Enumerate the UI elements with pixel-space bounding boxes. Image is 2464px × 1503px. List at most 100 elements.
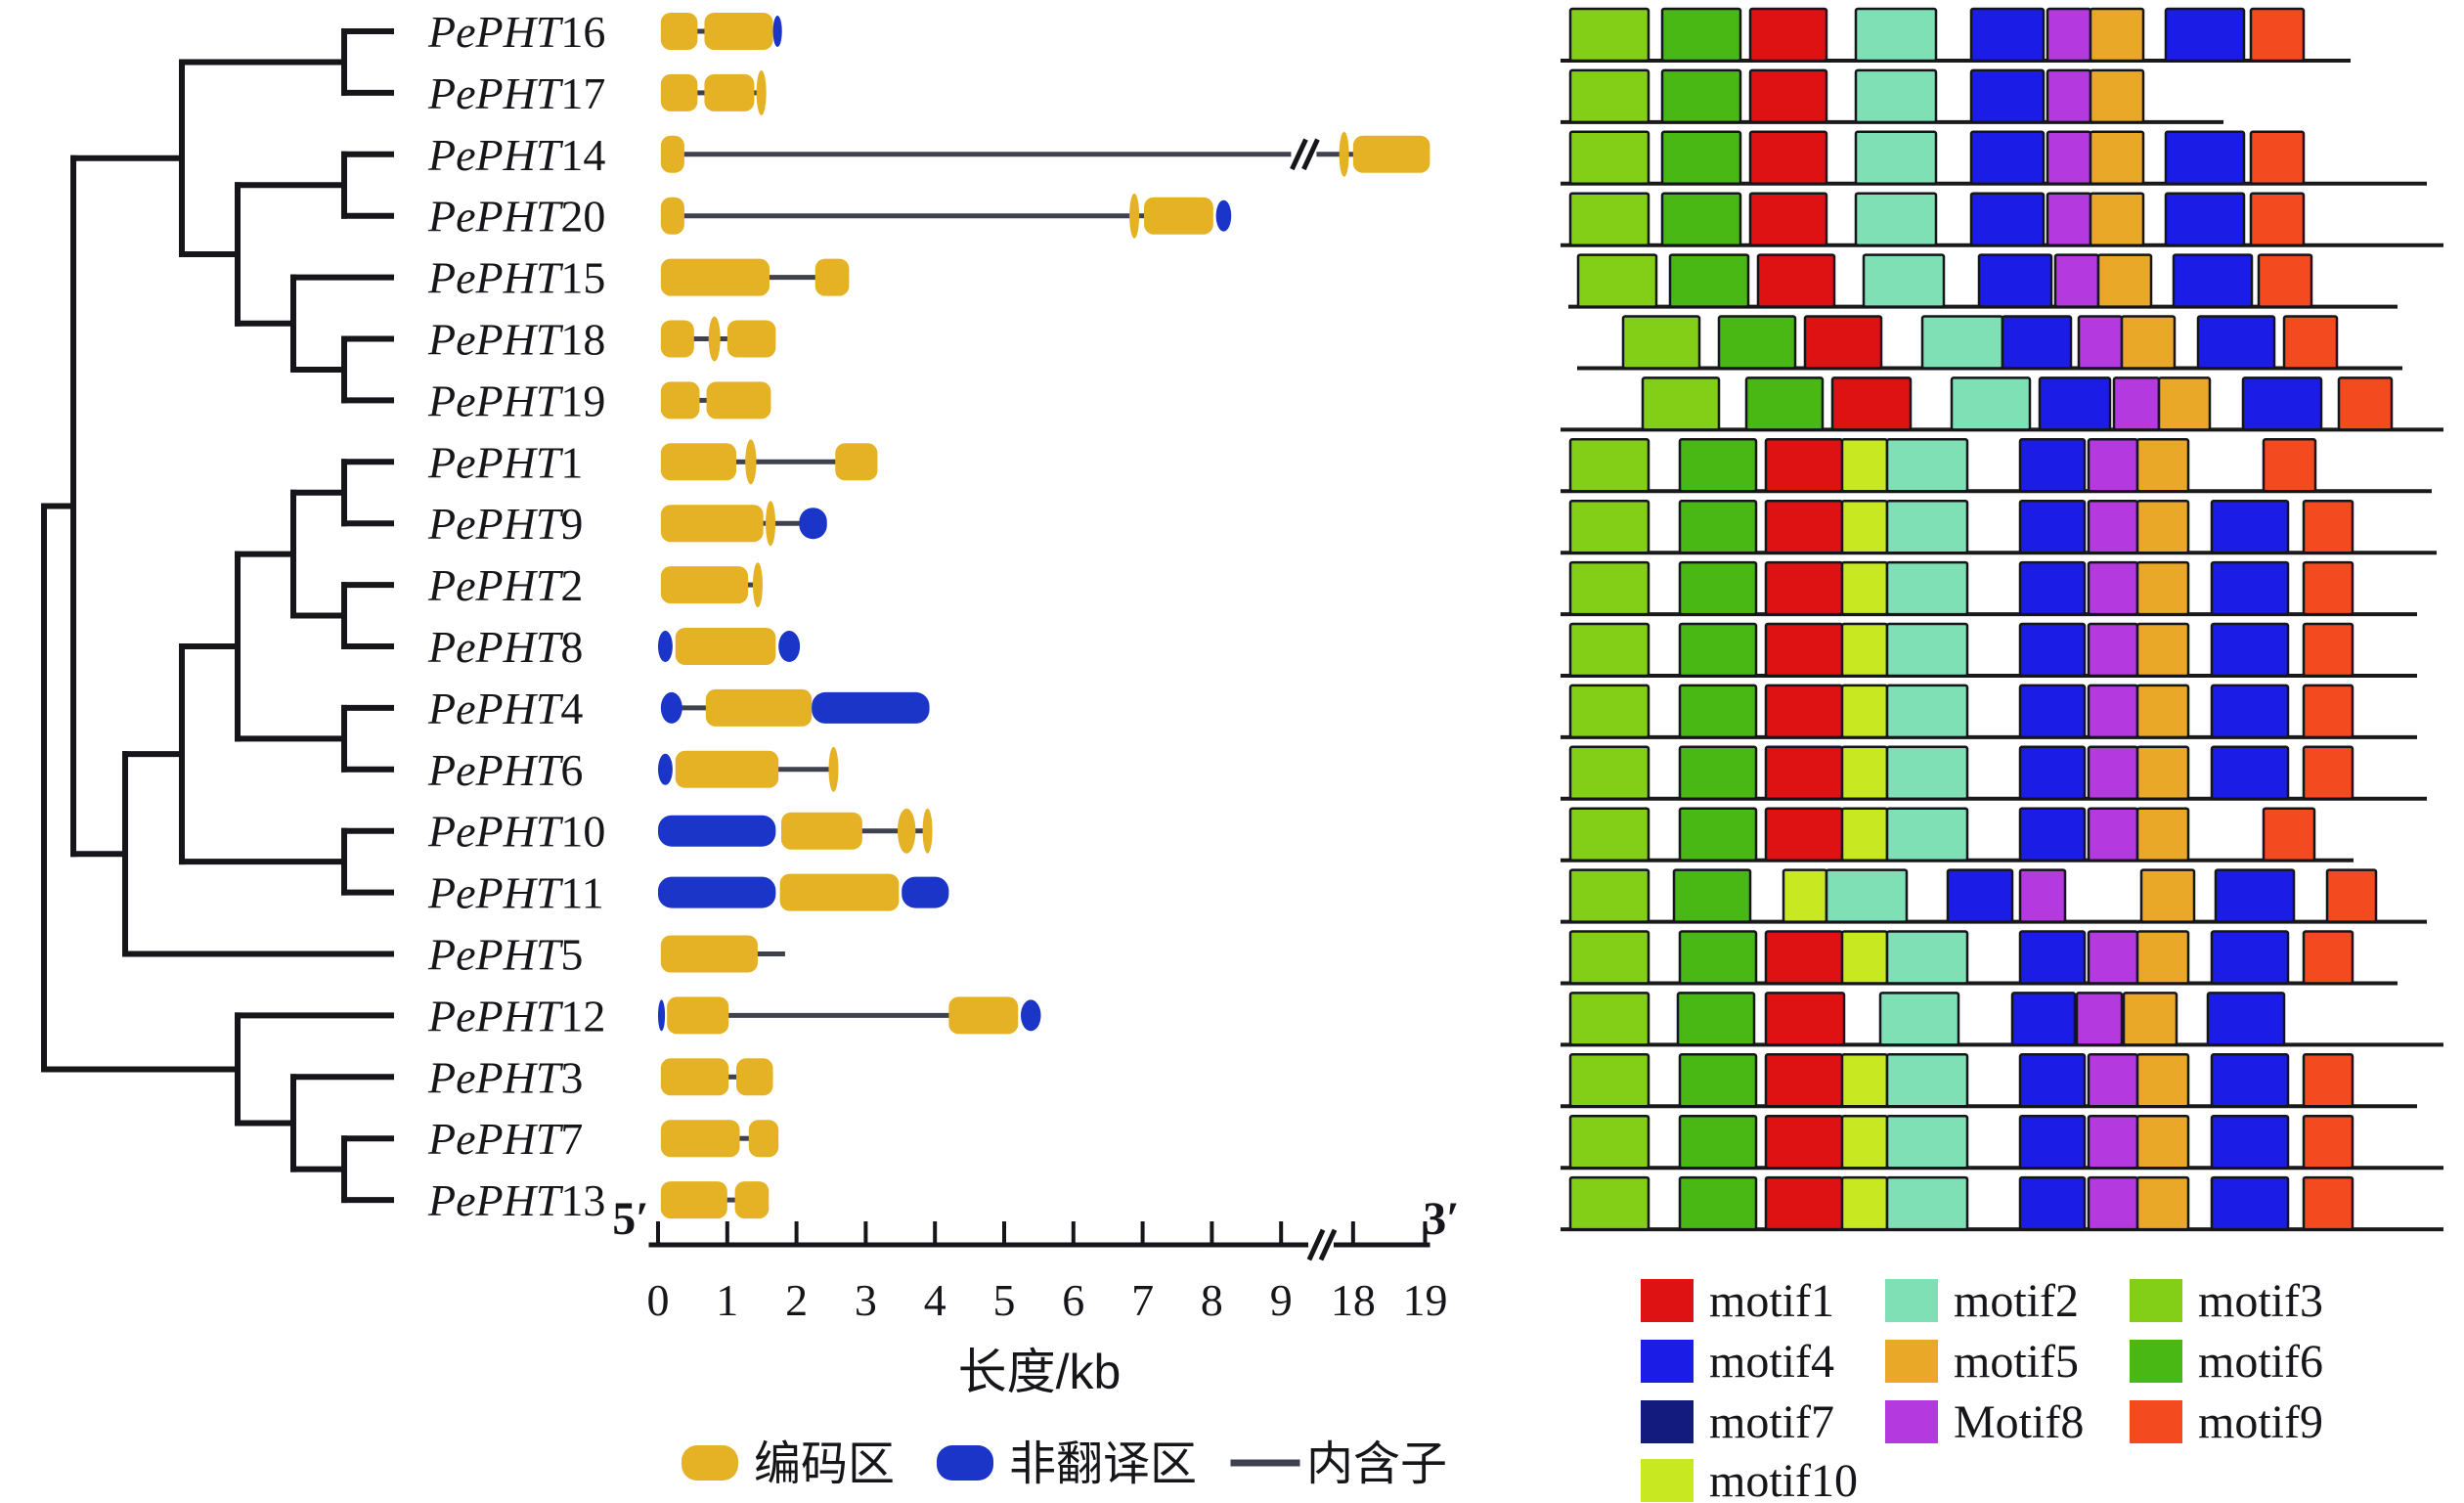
exon-box bbox=[748, 1120, 779, 1158]
gene-label: PePHT18 bbox=[427, 315, 605, 365]
motif-box-m9 bbox=[2249, 192, 2306, 246]
length-axis: 0 1 2 3 4 5 6 7 8 9 18 19 5′ 3′ 长度/kb bbox=[612, 1193, 1460, 1399]
motif-row bbox=[1561, 1053, 2417, 1109]
exon-box bbox=[781, 812, 862, 850]
axis-tick-label: 8 bbox=[1201, 1275, 1223, 1325]
motif-box-m4 bbox=[2210, 622, 2290, 678]
break-slash bbox=[1290, 138, 1308, 171]
motif-box-m5 bbox=[2135, 1053, 2190, 1108]
motif-box-m3 bbox=[1568, 560, 1650, 616]
gene-row: PePHT19 bbox=[427, 376, 2443, 432]
motif-box-m8 bbox=[2018, 868, 2067, 923]
motif-box-m2 bbox=[1885, 930, 1969, 985]
gene-structure bbox=[660, 131, 1430, 177]
motif-box-m1 bbox=[1748, 130, 1828, 186]
exon-box bbox=[660, 381, 700, 420]
phylogenetic-tree bbox=[41, 28, 394, 1204]
motif-box-m3 bbox=[1568, 1114, 1650, 1170]
exon-box bbox=[1352, 135, 1430, 173]
exon-sliver bbox=[1339, 131, 1349, 177]
gene-label: PePHT9 bbox=[427, 499, 583, 549]
motif-box-m9 bbox=[2302, 745, 2354, 801]
motif-box-m4 bbox=[2172, 253, 2254, 308]
motif-box-m4 bbox=[2018, 745, 2087, 801]
motif-box-m9 bbox=[2302, 1175, 2354, 1231]
motif-box-m4 bbox=[1969, 7, 2046, 63]
legend-swatch-m4 bbox=[1641, 1340, 1694, 1383]
legend-label-m5: motif5 bbox=[1954, 1336, 2079, 1388]
motif-box-m8 bbox=[2087, 560, 2139, 616]
gene-label: PePHT7 bbox=[427, 1114, 583, 1164]
motif-box-m5 bbox=[2135, 1114, 2190, 1170]
motif-box-m9 bbox=[2249, 7, 2306, 63]
axis-tick-label: 9 bbox=[1270, 1275, 1293, 1325]
motif-box-m5 bbox=[2135, 745, 2190, 801]
motif-box-m8 bbox=[2087, 438, 2139, 493]
motif-box-m6 bbox=[1678, 1114, 1758, 1170]
motif-box-m4 bbox=[2018, 1053, 2087, 1108]
motif-box-m1 bbox=[1764, 560, 1844, 616]
utr-box bbox=[1215, 199, 1232, 232]
motif-box-m9 bbox=[2302, 684, 2354, 739]
gene-row: PePHT14 bbox=[427, 130, 2427, 186]
utr-box bbox=[658, 999, 666, 1032]
motif-box-m6 bbox=[1678, 1053, 1758, 1108]
motif-row bbox=[1561, 499, 2437, 555]
motif-box-m10 bbox=[1840, 438, 1889, 493]
utr-box bbox=[660, 691, 682, 724]
motif-box-m1 bbox=[1764, 807, 1844, 862]
legend-swatch-m3 bbox=[2130, 1279, 2182, 1322]
motif-box-m1 bbox=[1748, 192, 1828, 246]
legend-swatch-m5 bbox=[1885, 1340, 1938, 1383]
utr-box bbox=[799, 508, 827, 540]
motif-box-m4 bbox=[2164, 7, 2246, 63]
exon-box bbox=[660, 1120, 740, 1158]
motif-box-m1 bbox=[1764, 438, 1844, 493]
motif-box-m4 bbox=[2241, 376, 2323, 431]
exon-sliver bbox=[922, 808, 933, 854]
gene-structure bbox=[660, 562, 763, 608]
motif-box-m9 bbox=[2262, 438, 2317, 493]
motif-box-m1 bbox=[1748, 7, 1828, 63]
motif-box-m3 bbox=[1568, 130, 1650, 186]
motif-row bbox=[1561, 438, 2432, 494]
gene-structure bbox=[658, 746, 839, 792]
motif-box-m4 bbox=[1969, 130, 2046, 186]
motif-row bbox=[1561, 560, 2417, 617]
motif-box-m2 bbox=[1885, 1175, 1969, 1231]
legend-swatch-m10 bbox=[1641, 1459, 1694, 1502]
motif-box-m4 bbox=[2210, 930, 2290, 985]
motif-box-m6 bbox=[1744, 376, 1825, 431]
legend-label-m8: Motif8 bbox=[1954, 1396, 2084, 1448]
gene-structure bbox=[660, 258, 850, 296]
motif-row bbox=[1561, 807, 2354, 862]
motif-box-m5 bbox=[2096, 253, 2153, 308]
gene-row: PePHT10 bbox=[427, 807, 2354, 862]
motif-box-m10 bbox=[1840, 622, 1889, 678]
gene-label: PePHT3 bbox=[427, 1052, 583, 1102]
exon-sliver bbox=[752, 562, 763, 608]
exon-box bbox=[704, 13, 773, 50]
motif-box-m2 bbox=[1825, 868, 1909, 923]
motif-box-m9 bbox=[2302, 560, 2354, 616]
exon-sliver bbox=[756, 69, 767, 115]
motif-box-m4 bbox=[2018, 930, 2087, 985]
motif-box-m9 bbox=[2302, 930, 2354, 985]
gene-row: PePHT3 bbox=[427, 1052, 2417, 1109]
motif-box-m8 bbox=[2087, 622, 2139, 678]
motif-box-m10 bbox=[1782, 868, 1828, 923]
motif-box-m4 bbox=[2210, 560, 2290, 616]
motif-box-m8 bbox=[2075, 992, 2124, 1046]
gene-row: PePHT18 bbox=[427, 315, 2402, 371]
motif-row bbox=[1561, 745, 2427, 801]
motif-box-m9 bbox=[2325, 868, 2378, 923]
motif-box-m1 bbox=[1764, 1053, 1844, 1108]
utr-box bbox=[658, 753, 673, 785]
exon-box bbox=[736, 1058, 773, 1096]
motif-row bbox=[1561, 684, 2417, 739]
motif-box-m8 bbox=[2077, 315, 2124, 370]
exon-sliver bbox=[708, 316, 721, 362]
axis-tick-label: 0 bbox=[647, 1275, 670, 1325]
exon-box bbox=[667, 996, 729, 1035]
motif-box-m4 bbox=[2038, 376, 2112, 431]
